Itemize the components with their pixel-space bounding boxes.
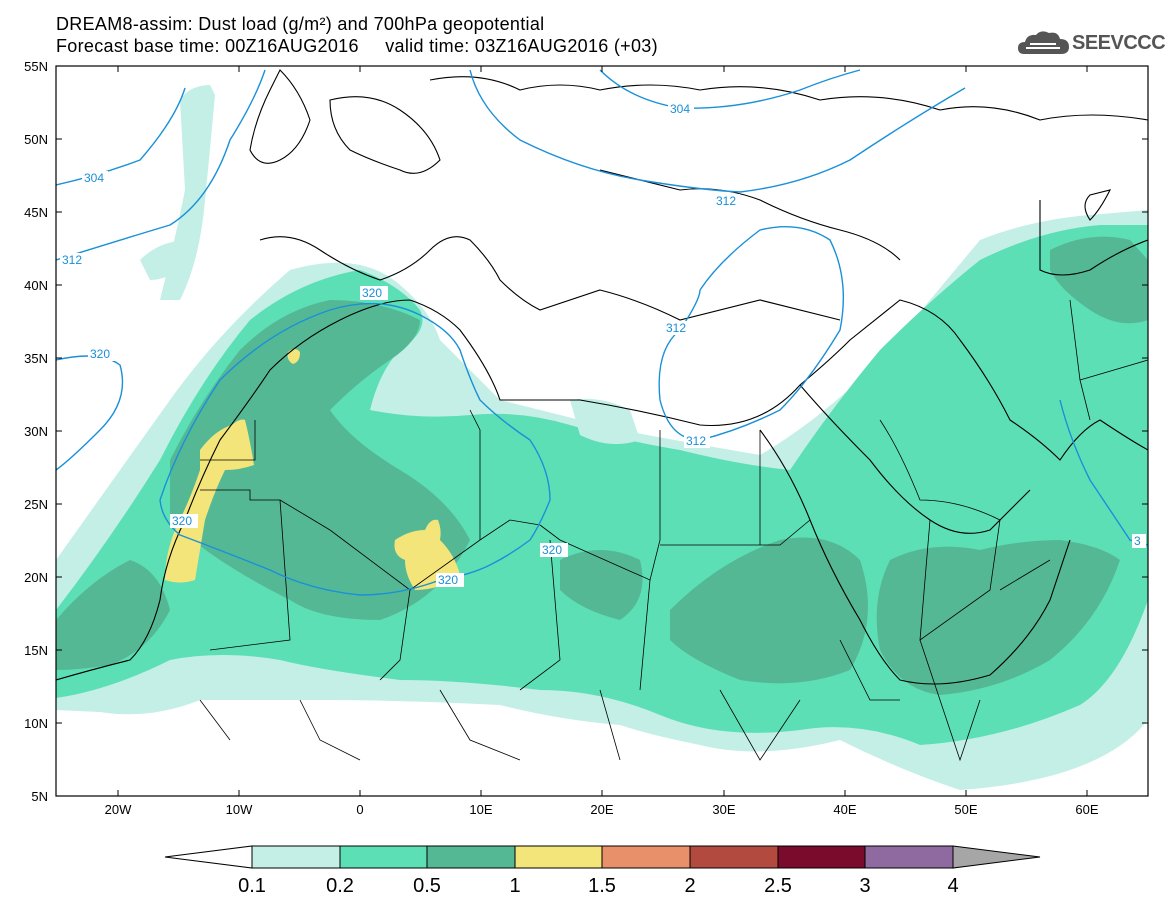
colorbar-swatch: [689, 845, 779, 869]
lon-label: 10W: [226, 802, 253, 817]
colorbar-level: 3: [859, 875, 870, 897]
lon-labels: 20W 10W 0 10E 20E 30E 40E 50E 60E: [105, 802, 1099, 817]
lat-label: 5N: [31, 789, 48, 804]
contour-label: 304: [84, 171, 104, 185]
chart-title-line2: Forecast base time: 00Z16AUG2016 valid t…: [56, 36, 658, 56]
colorbar-swatch: [339, 845, 428, 869]
lon-label: 20E: [590, 802, 613, 817]
contour-label: 312: [686, 434, 706, 448]
lat-label: 45N: [24, 205, 48, 220]
colorbar-low-arrow: [164, 845, 253, 869]
lon-label: 10E: [469, 802, 492, 817]
lon-label: 50E: [954, 802, 977, 817]
lon-label: 30E: [712, 802, 735, 817]
geopotential-contours: [56, 69, 1148, 596]
contour-label: 312: [666, 321, 686, 335]
lat-axis: [56, 65, 1148, 797]
lat-label: 30N: [24, 424, 48, 439]
contour-labels: 304 304 312 312 312 312 320 320 320 320 …: [60, 102, 1146, 587]
lat-label: 50N: [24, 132, 48, 147]
lon-label: 20W: [105, 802, 132, 817]
colorbar-level: 0.2: [326, 875, 354, 897]
cloud-icon: [1018, 31, 1069, 54]
seevccc-logo: SEEVCCC: [1016, 28, 1165, 58]
contour-label: 320: [438, 573, 458, 587]
lat-label: 35N: [24, 351, 48, 366]
lon-label: 0: [356, 802, 363, 817]
contour-label: 3: [1134, 534, 1141, 548]
logo-text: SEEVCCC: [1072, 32, 1165, 54]
colorbar-level: 0.5: [413, 875, 441, 897]
country-borders: [199, 299, 1148, 762]
colorbar-level: 1: [509, 875, 520, 897]
colorbar-level: 2: [684, 875, 695, 897]
colorbar: [164, 845, 1041, 869]
colorbar-swatch: [426, 845, 516, 869]
lat-label: 15N: [24, 643, 48, 658]
colorbar-high-arrow: [952, 845, 1041, 869]
lon-label: 40E: [833, 802, 856, 817]
lat-label: 25N: [24, 497, 48, 512]
colorbar-swatch: [514, 845, 603, 869]
contour-label: 320: [362, 286, 382, 300]
colorbar-swatch: [601, 845, 691, 869]
chart-title-line1: DREAM8-assim: Dust load (g/m²) and 700hP…: [56, 14, 545, 34]
colorbar-level: 4: [947, 875, 958, 897]
contour-label: 304: [670, 102, 690, 116]
colorbar-level: 2.5: [764, 875, 792, 897]
lat-labels: 55N 50N 45N 40N 35N 30N 25N 20N 15N 10N …: [24, 59, 48, 804]
lon-axis: [117, 66, 1088, 796]
lat-label: 20N: [24, 570, 48, 585]
lat-label: 55N: [24, 59, 48, 74]
contour-label: 312: [62, 253, 82, 267]
contour-label: 320: [172, 514, 192, 528]
plot-area: 304 304 312 312 312 312 320 320 320 320 …: [56, 66, 1148, 796]
contour-label: 320: [90, 347, 110, 361]
colorbar-swatch: [864, 845, 954, 869]
lat-label: 10N: [24, 716, 48, 731]
colorbar-level: 0.1: [238, 875, 266, 897]
lon-label: 60E: [1075, 802, 1098, 817]
contour-label: 320: [542, 543, 562, 557]
colorbar-labels: 0.1 0.2 0.5 1 1.5 2 2.5 3 4: [238, 875, 958, 897]
colorbar-level: 1.5: [588, 875, 616, 897]
contour-label: 312: [716, 194, 736, 208]
colorbar-swatch: [251, 845, 341, 869]
colorbar-swatch: [777, 845, 866, 869]
lat-label: 40N: [24, 278, 48, 293]
coastlines: [56, 69, 1148, 796]
